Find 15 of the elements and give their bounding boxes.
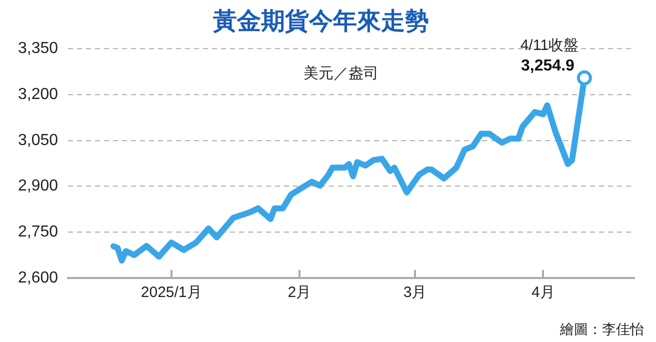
y-axis-title: 美元／盎司: [304, 64, 379, 82]
x-tick-label: 3月: [403, 284, 427, 302]
data-label: 3,254.9: [521, 57, 575, 74]
chart-title: 黃金期貨今年來走勢: [212, 8, 429, 36]
y-tick-label: 2,750: [18, 224, 58, 241]
text: 繪圖：李佳怡: [559, 320, 644, 337]
y-tick-label: 2,600: [18, 269, 58, 286]
x-tick-label: 4月: [531, 284, 555, 302]
x-tick-label: 2025/1月: [140, 284, 202, 302]
annotation: 4/11收盤: [520, 37, 578, 54]
y-tick-label: 3,050: [18, 132, 58, 149]
y-tick-label: 2,900: [18, 178, 58, 195]
y-tick-label: 3,200: [18, 86, 58, 104]
y-tick-label: 3,350: [18, 40, 58, 58]
x-tick-label: 2月: [288, 284, 312, 302]
